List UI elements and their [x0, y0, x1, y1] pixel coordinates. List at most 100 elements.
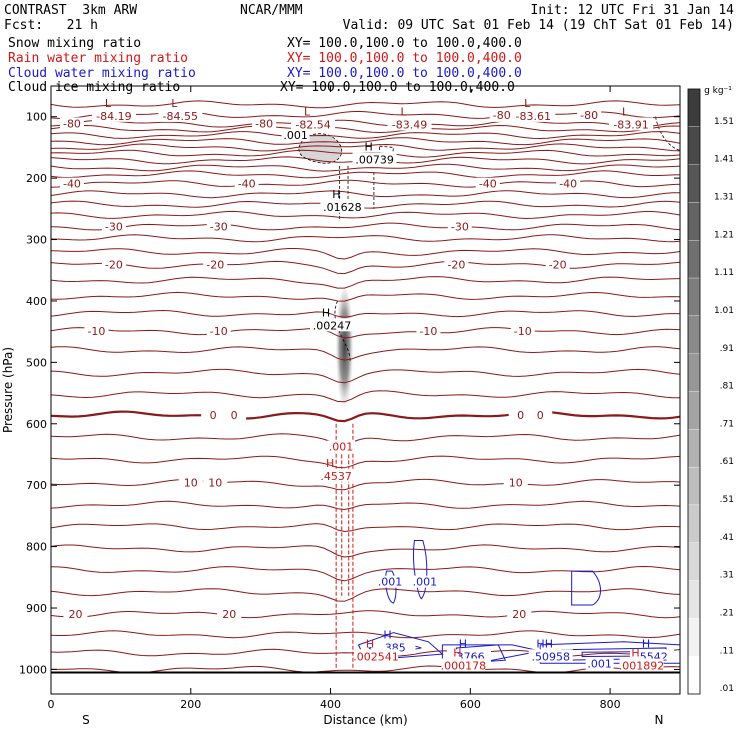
extremum-value-bg [158, 108, 203, 122]
extremum-value-bg [528, 649, 573, 663]
center-label: NCAR/MMM [240, 3, 303, 18]
rain-contour [335, 423, 354, 670]
isotherm-label-bg [556, 177, 581, 191]
isotherm-line [51, 327, 680, 339]
colorbar-segment [687, 466, 701, 506]
isotherm-label-bg [201, 409, 226, 423]
isotherm-label: -10 [514, 325, 532, 338]
isotherm-label: -20 [549, 259, 567, 272]
colorbar-segment [687, 618, 701, 657]
contour-value-label: .001 [329, 441, 354, 454]
contour-label-bg [585, 657, 614, 670]
isotherm-label: 0 [517, 409, 524, 422]
y-tick-label: 600 [26, 418, 47, 431]
isotherm-label: -40 [238, 178, 256, 191]
isotherm-label-bg [510, 325, 535, 339]
x-tick-label: 600 [460, 698, 481, 711]
extremum-value-bg [511, 108, 556, 122]
extremum-value-bg [352, 152, 397, 166]
colorbar-segment [687, 542, 701, 581]
colorbar-segment [687, 202, 701, 241]
colorbar-tick-label: .91 [720, 344, 734, 354]
contour-value-label: .001 [378, 576, 403, 589]
isotherm-label-bg [234, 177, 259, 191]
extremum-marker: H [459, 637, 467, 650]
isotherm-line [51, 137, 680, 146]
isotherm-line [51, 248, 680, 260]
isotherm-line [51, 478, 680, 491]
colorbar-segment [687, 240, 701, 279]
isotherm-line [51, 179, 680, 188]
extremum-marker: H [364, 140, 372, 153]
colorbar-tick-label: .61 [720, 457, 734, 467]
isotherm-label: -10 [419, 325, 437, 338]
y-tick-label: 800 [26, 541, 47, 554]
contour-value-label: .001 [413, 576, 438, 589]
extremum-value: .00247 [313, 319, 352, 332]
extremum-value: .001892 [619, 660, 665, 673]
y-tick-label: 500 [26, 356, 47, 369]
isotherm-label: -40 [559, 178, 577, 191]
isotherm-line [51, 210, 680, 220]
extremum-marker: H [383, 629, 391, 642]
isotherm-line [51, 368, 680, 384]
isotherm-line [51, 163, 680, 172]
isotherm-line [51, 200, 680, 209]
isotherm-line [51, 276, 680, 289]
extremum-value: .50958 [531, 650, 570, 663]
extremum-value: -84.19 [96, 110, 131, 123]
isotherm-label: 0 [231, 409, 238, 422]
isotherm-label: -40 [479, 178, 497, 191]
init-time: Init: 12 UTC Fri 31 Jan 14 [530, 3, 735, 18]
isotherm-line [51, 143, 680, 152]
colorbar-tick-label: 1.31 [714, 193, 734, 203]
plot-frame [50, 85, 681, 695]
isotherm-label-bg [101, 258, 126, 272]
colorbar-segment [687, 391, 701, 430]
isotherm-label: 20 [68, 608, 82, 621]
direction-south: S [82, 713, 90, 727]
legend-rain-name: Rain water mixing ratio [8, 51, 189, 66]
isotherm-line [51, 565, 680, 582]
contour-label-bg [375, 575, 404, 588]
extremum-marker: H [453, 647, 461, 660]
isotherm-label: -10 [87, 325, 105, 338]
colorbar-segment [687, 315, 701, 354]
legend-ice-name: Cloud ice mixing ratio [8, 80, 181, 95]
y-tick-label: 1000 [19, 663, 47, 676]
legend-ice-xy: XY= 100.0,100.0 to 100.0,400.0 [280, 80, 515, 95]
isotherm-label-bg [508, 409, 533, 423]
model-title: CONTRAST 3km ARW [4, 3, 138, 18]
isotherm-line [51, 170, 680, 179]
isotherm-label-bg [447, 220, 472, 234]
colorbar-tick-label: 1.51 [714, 117, 734, 127]
isotherm-line [51, 500, 680, 511]
extremum-value-bg [619, 658, 664, 672]
contour-value-label: .001 [283, 129, 308, 142]
extremum-value-bg [314, 468, 359, 482]
valid-time: Valid: 09 UTC Sat 01 Feb 14 (19 ChT Sat … [342, 18, 734, 33]
colorbar-tick-label: 1.11 [714, 268, 734, 278]
isotherm-line [51, 100, 680, 109]
isotherm-line [51, 630, 680, 639]
isotherm-label-bg [528, 409, 553, 423]
snow-shading [335, 288, 354, 418]
extremum-marker: L [304, 105, 311, 118]
y-tick-label: 300 [26, 234, 47, 247]
extremum-value-bg [609, 117, 654, 131]
extremum-value: -83.91 [613, 118, 648, 131]
contour-value-label: .001 [587, 657, 612, 670]
isotherm-line [51, 222, 680, 231]
isotherm-label: -30 [105, 221, 123, 234]
isotherm-label: -80 [255, 117, 273, 130]
isotherm-line [51, 610, 680, 619]
isotherm-label: -30 [451, 221, 469, 234]
colorbar-segment [687, 277, 701, 317]
colorbar-frame [687, 88, 701, 695]
isotherm-line [51, 190, 680, 199]
extremum-marker: H [332, 188, 340, 201]
legend-snow-xy: XY= 100.0,100.0 to 100.0,400.0 [287, 36, 522, 51]
isotherm-label: -30 [210, 221, 228, 234]
colorbar-segment [687, 88, 701, 127]
extremum-marker: L [105, 97, 112, 110]
